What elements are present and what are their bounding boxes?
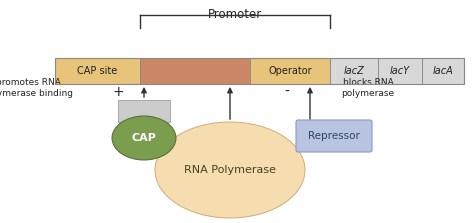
FancyBboxPatch shape: [55, 58, 140, 84]
Ellipse shape: [112, 116, 176, 160]
FancyBboxPatch shape: [250, 58, 330, 84]
Text: Promoter: Promoter: [208, 8, 262, 21]
Text: promotes RNA
polymerase binding: promotes RNA polymerase binding: [0, 78, 73, 98]
Text: Operator: Operator: [268, 66, 312, 76]
Text: lacZ: lacZ: [344, 66, 365, 76]
Text: lacY: lacY: [390, 66, 410, 76]
FancyBboxPatch shape: [140, 58, 250, 84]
Text: RNA Polymerase: RNA Polymerase: [184, 165, 276, 175]
Text: CAP: CAP: [132, 133, 156, 143]
Text: lacA: lacA: [433, 66, 453, 76]
Text: Repressor: Repressor: [308, 131, 360, 141]
FancyBboxPatch shape: [330, 58, 378, 84]
Text: blocks RNA
polymerase: blocks RNA polymerase: [341, 78, 394, 98]
Text: -: -: [284, 85, 290, 99]
FancyBboxPatch shape: [422, 58, 464, 84]
FancyBboxPatch shape: [118, 100, 170, 122]
Ellipse shape: [155, 122, 305, 218]
FancyBboxPatch shape: [378, 58, 422, 84]
Text: +: +: [112, 85, 124, 99]
FancyBboxPatch shape: [296, 120, 372, 152]
Text: CAP site: CAP site: [77, 66, 118, 76]
